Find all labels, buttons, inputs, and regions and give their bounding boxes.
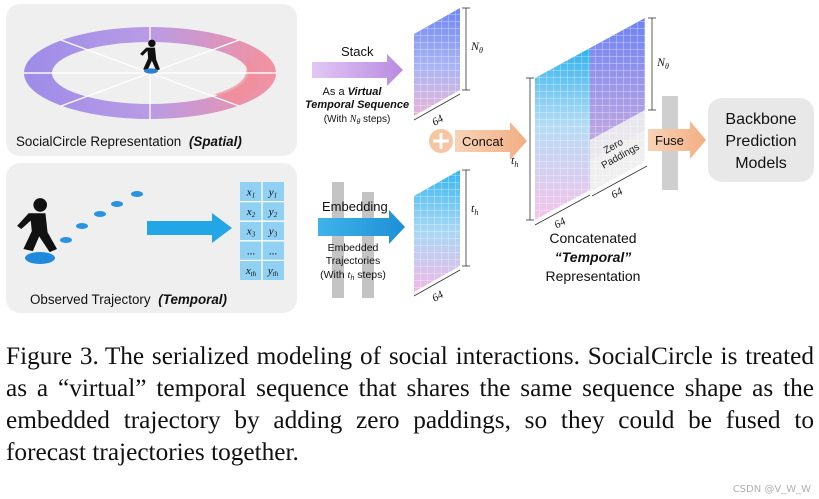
dim-64-label: 64 (430, 112, 446, 128)
dim-t-label: t (471, 201, 475, 215)
concat-arrow (455, 122, 527, 160)
embedded-line2: Trajectories (326, 255, 380, 267)
trajectory-to-table-arrow (147, 213, 232, 243)
walking-person-icon (140, 39, 160, 71)
table-cell-r3-c1: ... (269, 245, 278, 257)
spatial-panel-label: SocialCircle Representation (16, 134, 181, 149)
fuse-label: Fuse (655, 133, 684, 148)
temporal-panel: x1 y1 x2 y2 x3 y3... ... xth yth Observed Trajec… (6, 163, 297, 313)
dim-n-sub: θ (665, 62, 669, 71)
method-figure: SocialCircle Representation (Spatial) (6, 4, 814, 313)
embedded-line1: Embedded (328, 242, 379, 254)
trajectory-start-marker (25, 252, 55, 264)
trajectory-sequence-block: th 64 (413, 169, 478, 305)
dim-t-sub: h (514, 160, 518, 169)
spatial-panel: SocialCircle Representation (Spatial) (6, 4, 297, 156)
table-cell-r4-c0: xth (245, 265, 257, 278)
embedded-line3-var: t (348, 270, 352, 281)
virtual-line1-emph: Virtual (348, 86, 383, 98)
concatenated-block: Zero Paddings Nθ th 64 64 Concatenated “… (511, 17, 669, 284)
virtual-line3-prefix: (With (324, 114, 350, 125)
svg-text:th: th (511, 153, 518, 169)
embedded-line3-prefix: (With (320, 269, 347, 281)
svg-text:Observed Trajectory (Tem: Observed Trajectory (Temporal) (30, 292, 228, 307)
embedding-arrow (318, 210, 405, 244)
svg-text:(With Nθ steps): (With Nθ steps) (324, 114, 391, 126)
backbone-line2: Prediction (725, 133, 796, 150)
virtual-line3-var: N (349, 114, 358, 125)
virtual-line2: Temporal Sequence (305, 99, 409, 111)
spatial-foot-marker (144, 68, 158, 74)
backbone-line1: Backbone (725, 111, 796, 128)
dim-n-label: N (470, 39, 480, 53)
dim-64-label: 64 (609, 185, 625, 201)
result-line1: Concatenated (549, 230, 636, 246)
backbone-box-bg (708, 98, 814, 182)
svg-text:Nθ: Nθ (656, 55, 669, 71)
dim-n-label: N (656, 55, 666, 69)
table-cell-r4-c1: yth (267, 265, 279, 278)
dim-t-label: t (511, 153, 515, 167)
svg-text:SocialCircle Representation: SocialCircle Representation (Spatial) (16, 134, 242, 149)
concat-label: Concat (462, 134, 504, 149)
table-cell-r0-c1: y1 (268, 187, 277, 200)
table-cell-r0-c0: x1 (246, 187, 255, 200)
dim-t-sub: h (474, 208, 478, 217)
dim-n-sub: θ (479, 46, 483, 55)
walking-person-icon (17, 198, 58, 253)
watermark: CSDN @V_W_W (732, 484, 811, 495)
table-cell-r2-c0: x3 (246, 226, 256, 239)
svg-text:th: th (471, 201, 478, 217)
dim-64-label: 64 (430, 288, 446, 304)
stack-step: Stack As a Virtual Temporal Sequence (Wi… (305, 44, 409, 126)
backbone-line3: Models (735, 155, 787, 172)
spatial-sequence-block: Nθ 64 (413, 7, 483, 129)
concat-step: Concat (427, 122, 527, 160)
spatial-panel-tag: (Spatial) (189, 134, 242, 149)
svg-text:Nθ: Nθ (470, 39, 483, 55)
backbone-box: Backbone Prediction Models (708, 98, 814, 182)
temporal-panel-tag: (Temporal) (158, 292, 227, 307)
figure-caption: Figure 3. The serialized modeling of soci… (6, 340, 814, 468)
embedding-bar-1 (332, 182, 344, 298)
table-cell-r3-c0: ... (247, 245, 256, 257)
dim-64-label: 64 (552, 215, 568, 231)
temporal-panel-bg (6, 163, 297, 313)
temporal-panel-label: Observed Trajectory (30, 292, 151, 307)
result-line2: “Temporal” (555, 249, 632, 265)
svg-text:As a Virtual: As a Virtual (323, 86, 383, 98)
virtual-line1-prefix: As a (323, 86, 348, 98)
embedding-step: Embedding Embedded Trajectories (With th… (318, 182, 405, 298)
trajectory-dots (60, 191, 143, 243)
caption-label: Figure 3. (6, 342, 99, 370)
svg-text:(With th steps): (With th steps) (320, 269, 386, 282)
embedding-label: Embedding (322, 199, 388, 214)
result-line3: Representation (546, 268, 641, 284)
table-cell-r1-c0: x2 (246, 206, 256, 219)
stack-label: Stack (341, 44, 374, 59)
embedded-line3-suffix: steps) (354, 269, 386, 281)
table-cell-r2-c1: y3 (268, 226, 278, 239)
embedded-line3-sub: h (350, 275, 354, 282)
virtual-line3-sub: θ (356, 119, 360, 126)
table-cell-r1-c1: y2 (268, 206, 278, 219)
trajectory-table: x1 y1 x2 y2 x3 y3... ... xth yth (240, 182, 284, 280)
stack-arrow (312, 54, 403, 86)
caption-text: The serialized modeling of social intera… (6, 342, 815, 466)
fuse-step: Fuse (648, 96, 706, 190)
virtual-line3-suffix: steps) (360, 114, 390, 125)
fuse-arrow (648, 121, 706, 159)
